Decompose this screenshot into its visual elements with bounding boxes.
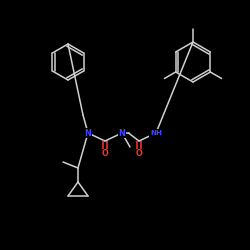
Text: N: N — [119, 128, 126, 138]
Text: NH: NH — [150, 130, 162, 136]
Text: N: N — [84, 128, 91, 138]
Text: O: O — [136, 150, 142, 158]
Text: O: O — [102, 150, 108, 158]
